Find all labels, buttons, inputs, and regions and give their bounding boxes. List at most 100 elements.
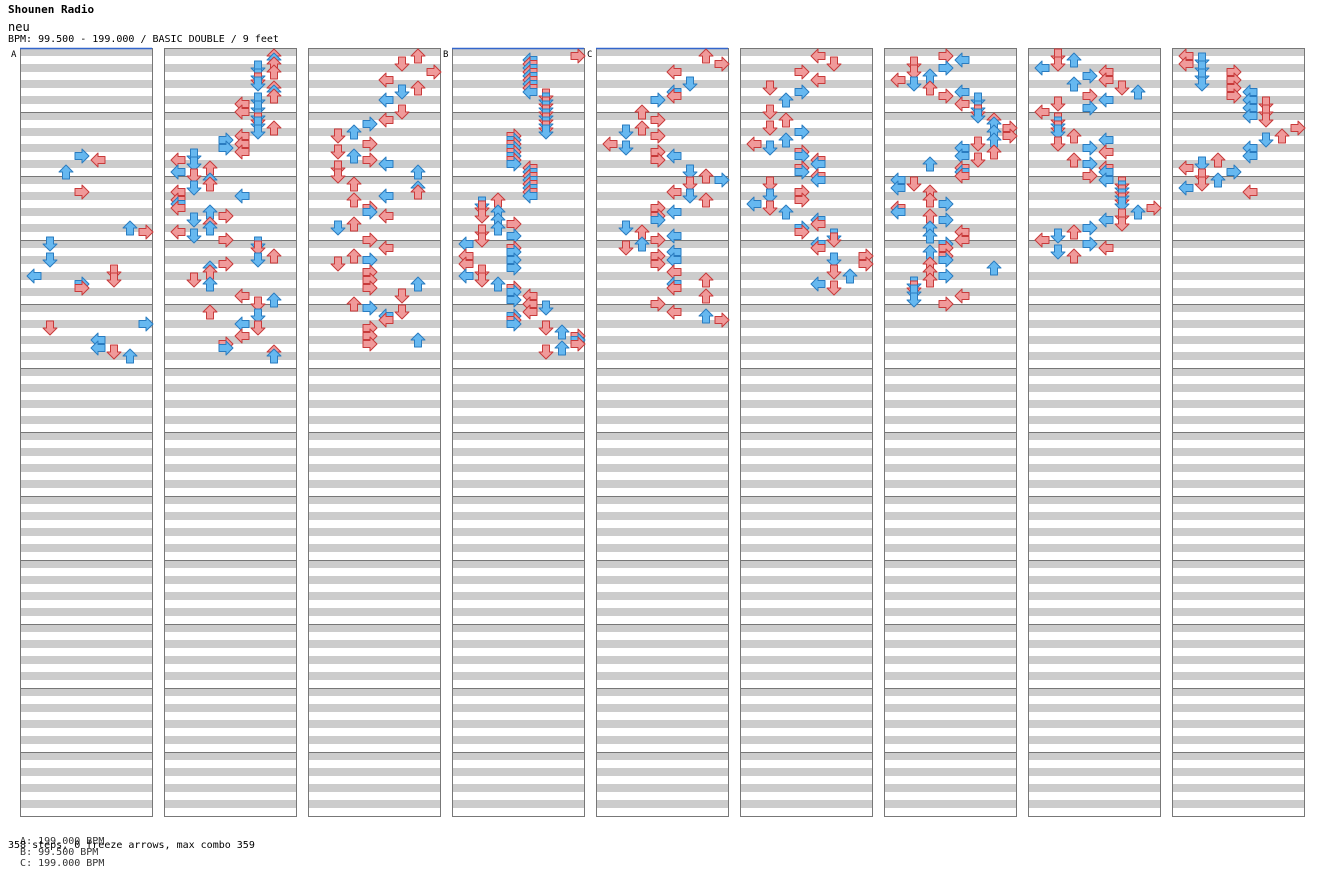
beat-stripe [452, 560, 584, 568]
beat-stripe [20, 48, 152, 56]
beat-stripe [1172, 368, 1304, 376]
beat-stripe [20, 544, 152, 552]
beat-stripe [740, 656, 872, 664]
beat-stripe [1028, 576, 1160, 584]
beat-stripe [452, 448, 584, 456]
beat-stripe [308, 672, 440, 680]
down-arrow-icon [618, 220, 634, 236]
beat-stripe [884, 128, 1016, 136]
beat-stripe [596, 272, 728, 280]
beat-stripe [164, 464, 296, 472]
beat-stripe [596, 320, 728, 328]
beat-stripe [740, 64, 872, 72]
beat-stripe [20, 464, 152, 472]
beat-stripe [1172, 528, 1304, 536]
beat-stripe [308, 512, 440, 520]
beat-stripe [452, 112, 584, 120]
beat-stripe [884, 160, 1016, 168]
beat-stripe [1028, 272, 1160, 280]
down-arrow-icon [250, 124, 266, 140]
beat-stripe [308, 400, 440, 408]
beat-stripe [20, 336, 152, 344]
beat-stripe [1172, 784, 1304, 792]
beat-stripe [164, 704, 296, 712]
up-arrow-icon [778, 204, 794, 220]
beat-stripe [1028, 368, 1160, 376]
down-arrow-icon [762, 140, 778, 156]
bpm-marker-label: B [443, 50, 448, 60]
beat-stripe [164, 752, 296, 760]
beat-stripe [164, 288, 296, 296]
left-arrow-icon [1034, 60, 1050, 76]
song-title: Shounen Radio [8, 3, 95, 16]
left-arrow-icon [666, 204, 682, 220]
beat-stripe [740, 576, 872, 584]
beat-stripe [452, 528, 584, 536]
beat-stripe [740, 368, 872, 376]
beat-stripe [740, 544, 872, 552]
beat-stripe [1172, 448, 1304, 456]
beat-stripe [452, 624, 584, 632]
beat-stripe [452, 544, 584, 552]
beat-stripe [884, 336, 1016, 344]
beat-stripe [1028, 592, 1160, 600]
beat-stripe [884, 192, 1016, 200]
beat-stripe [308, 160, 440, 168]
up-arrow-icon [490, 220, 506, 236]
left-arrow-icon [458, 268, 474, 284]
beat-stripe [164, 256, 296, 264]
beat-stripe [1028, 384, 1160, 392]
beat-stripe [1172, 256, 1304, 264]
beat-stripe [164, 192, 296, 200]
beat-stripe [452, 768, 584, 776]
beat-stripe [452, 784, 584, 792]
beat-stripe [308, 784, 440, 792]
chart-column [1172, 48, 1305, 817]
beat-stripe [1172, 400, 1304, 408]
beat-stripe [308, 592, 440, 600]
beat-stripe [740, 112, 872, 120]
right-arrow-icon [650, 92, 666, 108]
beat-stripe [1028, 288, 1160, 296]
beat-stripe [452, 304, 584, 312]
beat-stripe [164, 736, 296, 744]
beat-stripe [1028, 352, 1160, 360]
beat-stripe [596, 352, 728, 360]
beat-stripe [452, 736, 584, 744]
down-arrow-icon [42, 236, 58, 252]
beat-stripe [452, 128, 584, 136]
beat-stripe [884, 400, 1016, 408]
bpm-legend: A: 199.000 BPM B: 99.500 BPM C: 199.000 … [8, 825, 134, 869]
beat-stripe [164, 384, 296, 392]
beat-stripe [164, 272, 296, 280]
beat-stripe [740, 448, 872, 456]
beat-stripe [1172, 576, 1304, 584]
beat-stripe [164, 512, 296, 520]
beat-stripe [1028, 416, 1160, 424]
beat-stripe [884, 384, 1016, 392]
beat-stripe [1028, 256, 1160, 264]
beat-stripe [20, 704, 152, 712]
beat-stripe [884, 624, 1016, 632]
beat-stripe [20, 496, 152, 504]
beat-stripe [1028, 192, 1160, 200]
beat-stripe [20, 624, 152, 632]
beat-stripe [20, 80, 152, 88]
beat-stripe [308, 800, 440, 808]
beat-stripe [164, 432, 296, 440]
beat-stripe [1172, 800, 1304, 808]
beat-stripe [164, 416, 296, 424]
up-arrow-icon [410, 332, 426, 348]
beat-stripe [596, 256, 728, 264]
up-arrow-icon [1130, 204, 1146, 220]
beat-stripe [1028, 112, 1160, 120]
beat-stripe [452, 704, 584, 712]
beat-stripe [452, 48, 584, 56]
beat-stripe [164, 208, 296, 216]
beat-stripe [164, 320, 296, 328]
bpm-legend-a: A: 199.000 BPM [20, 836, 105, 847]
beat-stripe [740, 720, 872, 728]
beat-stripe [884, 576, 1016, 584]
down-arrow-icon [250, 76, 266, 92]
beat-stripe [1172, 560, 1304, 568]
